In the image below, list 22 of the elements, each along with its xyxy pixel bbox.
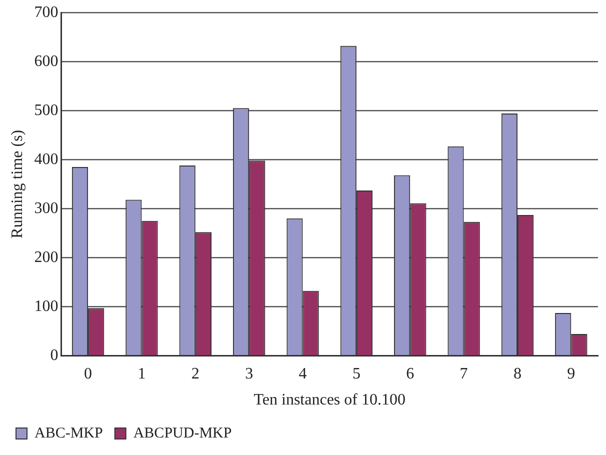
x-axis-title: Ten instances of 10.100 — [254, 392, 406, 409]
x-tick-label: 7 — [460, 365, 468, 382]
y-axis-title: Running time (s) — [8, 130, 26, 238]
y-tick-label: 100 — [34, 298, 58, 315]
x-tick-label: 9 — [567, 365, 576, 382]
y-tick-label: 200 — [34, 248, 58, 266]
x-tick-label: 2 — [191, 365, 200, 382]
x-tick-label: 1 — [138, 365, 146, 382]
legend-label: ABCPUD-MKP — [133, 425, 232, 442]
y-tick-label: 700 — [34, 4, 58, 21]
x-tick-label: 8 — [513, 365, 522, 382]
y-tick-label: 400 — [34, 150, 58, 168]
y-tick-label: 300 — [34, 200, 58, 217]
x-tick-label: 5 — [352, 365, 360, 382]
x-tick-label: 0 — [84, 365, 92, 382]
x-tick-label: 6 — [406, 365, 414, 382]
legend-label: ABC-MKP — [34, 425, 103, 442]
y-tick-label: 0 — [50, 346, 58, 364]
x-tick-label: 4 — [298, 365, 307, 382]
y-tick-label: 500 — [34, 102, 58, 119]
x-tick-label: 3 — [245, 365, 254, 382]
y-tick-label: 600 — [34, 52, 58, 70]
